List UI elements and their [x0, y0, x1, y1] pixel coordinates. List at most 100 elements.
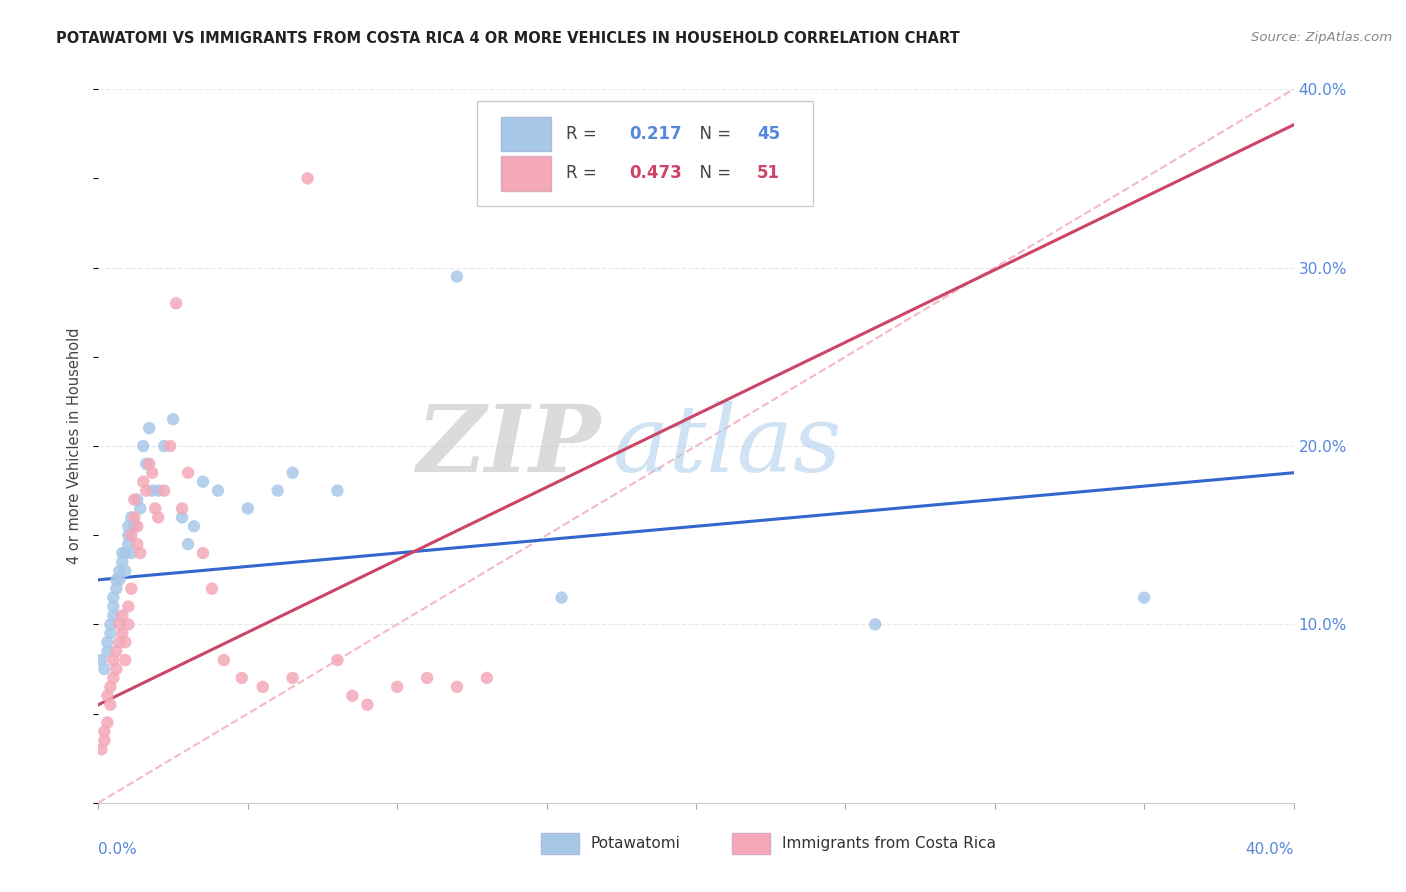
- Point: [177, 537, 200, 551]
- Point: [385, 680, 409, 694]
- Text: R =: R =: [565, 164, 602, 182]
- Point: [117, 519, 139, 533]
- Point: [236, 501, 259, 516]
- Text: Source: ZipAtlas.com: Source: ZipAtlas.com: [1251, 31, 1392, 45]
- Point: [124, 510, 146, 524]
- Point: [103, 608, 125, 623]
- Point: [141, 483, 163, 498]
- Point: [267, 483, 290, 498]
- Point: [100, 626, 122, 640]
- Point: [111, 626, 134, 640]
- Point: [103, 591, 125, 605]
- Point: [183, 519, 205, 533]
- Point: [252, 680, 274, 694]
- Point: [550, 591, 572, 605]
- Point: [172, 510, 194, 524]
- Point: [96, 689, 118, 703]
- Point: [117, 617, 139, 632]
- Point: [120, 582, 142, 596]
- Text: POTAWATOMI VS IMMIGRANTS FROM COSTA RICA 4 OR MORE VEHICLES IN HOUSEHOLD CORRELA: POTAWATOMI VS IMMIGRANTS FROM COSTA RICA…: [56, 31, 960, 46]
- FancyBboxPatch shape: [540, 833, 579, 855]
- Point: [117, 537, 139, 551]
- Point: [105, 582, 128, 596]
- Text: ZIP: ZIP: [416, 401, 600, 491]
- Point: [114, 653, 136, 667]
- Point: [103, 671, 125, 685]
- FancyBboxPatch shape: [501, 117, 551, 152]
- Point: [114, 564, 136, 578]
- Point: [148, 483, 170, 498]
- Point: [105, 662, 128, 676]
- Point: [148, 510, 170, 524]
- Point: [141, 466, 163, 480]
- Point: [356, 698, 378, 712]
- Point: [111, 555, 134, 569]
- Text: N =: N =: [689, 125, 737, 143]
- Point: [172, 501, 194, 516]
- Text: 40.0%: 40.0%: [1246, 842, 1294, 857]
- Point: [297, 171, 319, 186]
- Point: [93, 662, 115, 676]
- Point: [103, 599, 125, 614]
- Point: [191, 475, 214, 489]
- Point: [865, 617, 887, 632]
- Point: [117, 528, 139, 542]
- Point: [100, 617, 122, 632]
- Point: [127, 537, 149, 551]
- Point: [96, 635, 118, 649]
- Point: [135, 483, 157, 498]
- Point: [93, 724, 115, 739]
- Point: [124, 519, 146, 533]
- Point: [100, 680, 122, 694]
- Text: N =: N =: [689, 164, 737, 182]
- Point: [446, 269, 468, 284]
- Point: [105, 573, 128, 587]
- Text: Potawatomi: Potawatomi: [591, 836, 681, 851]
- Point: [124, 492, 146, 507]
- Point: [108, 564, 131, 578]
- Point: [111, 608, 134, 623]
- Text: 45: 45: [756, 125, 780, 143]
- Point: [120, 510, 142, 524]
- Point: [231, 671, 253, 685]
- Point: [138, 457, 160, 471]
- Text: 51: 51: [756, 164, 780, 182]
- Point: [117, 599, 139, 614]
- Point: [446, 680, 468, 694]
- Point: [191, 546, 214, 560]
- Point: [129, 546, 152, 560]
- Point: [475, 671, 498, 685]
- Point: [129, 501, 152, 516]
- Point: [96, 715, 118, 730]
- Point: [135, 457, 157, 471]
- Point: [212, 653, 235, 667]
- Point: [114, 635, 136, 649]
- Point: [90, 742, 112, 756]
- Point: [111, 546, 134, 560]
- Point: [120, 528, 142, 542]
- Point: [159, 439, 181, 453]
- Point: [108, 635, 131, 649]
- Point: [103, 653, 125, 667]
- Point: [153, 483, 176, 498]
- Text: 0.473: 0.473: [628, 164, 682, 182]
- Text: R =: R =: [565, 125, 602, 143]
- FancyBboxPatch shape: [501, 156, 551, 191]
- Point: [108, 573, 131, 587]
- Point: [1133, 591, 1156, 605]
- Point: [326, 483, 349, 498]
- Text: 0.217: 0.217: [628, 125, 682, 143]
- Text: Immigrants from Costa Rica: Immigrants from Costa Rica: [782, 836, 995, 851]
- Point: [90, 653, 112, 667]
- Point: [120, 546, 142, 560]
- Point: [100, 698, 122, 712]
- Point: [127, 519, 149, 533]
- Text: atlas: atlas: [613, 401, 842, 491]
- Point: [281, 466, 304, 480]
- Point: [416, 671, 439, 685]
- Point: [108, 617, 131, 632]
- FancyBboxPatch shape: [477, 102, 813, 205]
- Point: [342, 689, 364, 703]
- Point: [162, 412, 184, 426]
- Point: [132, 439, 155, 453]
